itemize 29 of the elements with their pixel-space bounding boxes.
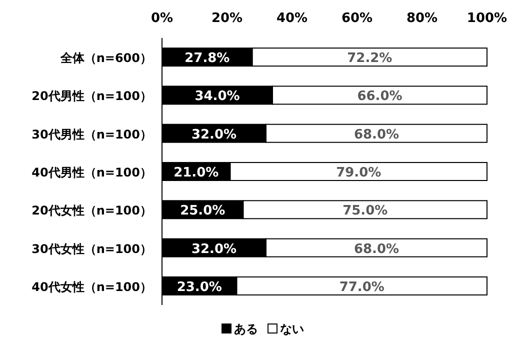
data-label: 77.0%	[339, 280, 384, 295]
y-tick-label: 40代男性（n=100）	[32, 166, 152, 180]
y-tick-label: 20代女性（n=100）	[32, 204, 152, 218]
legend-label: ない	[280, 322, 304, 336]
data-label: 25.0%	[180, 204, 226, 219]
x-tick-label: 60%	[341, 11, 373, 26]
x-tick-label: 80%	[406, 11, 438, 26]
legend-label: ある	[234, 322, 258, 336]
data-label: 23.0%	[176, 280, 222, 295]
y-tick-label: 20代男性（n=100）	[32, 89, 152, 104]
x-tick-label: 0%	[150, 11, 174, 26]
data-label: 68.0%	[354, 242, 400, 257]
x-tick-label: 40%	[276, 11, 308, 26]
data-label: 32.0%	[191, 242, 237, 257]
data-label: 68.0%	[354, 127, 400, 142]
data-label: 21.0%	[174, 166, 219, 180]
data-label: 32.0%	[191, 127, 237, 142]
x-tick-label: 100%	[466, 11, 508, 26]
data-label: 72.2%	[347, 51, 392, 66]
x-tick-label: 20%	[211, 11, 243, 26]
data-label: 27.8%	[184, 51, 230, 66]
y-tick-label: 30代女性（n=100）	[32, 242, 152, 256]
data-label: 75.0%	[342, 204, 388, 219]
y-tick-label: 全体（n=600）	[59, 51, 152, 66]
data-label: 34.0%	[194, 89, 240, 104]
data-label: 66.0%	[357, 89, 402, 104]
y-tick-label: 30代男性（n=100）	[32, 127, 152, 142]
data-label: 79.0%	[336, 166, 382, 180]
y-tick-label: 40代女性（n=100）	[32, 280, 152, 294]
